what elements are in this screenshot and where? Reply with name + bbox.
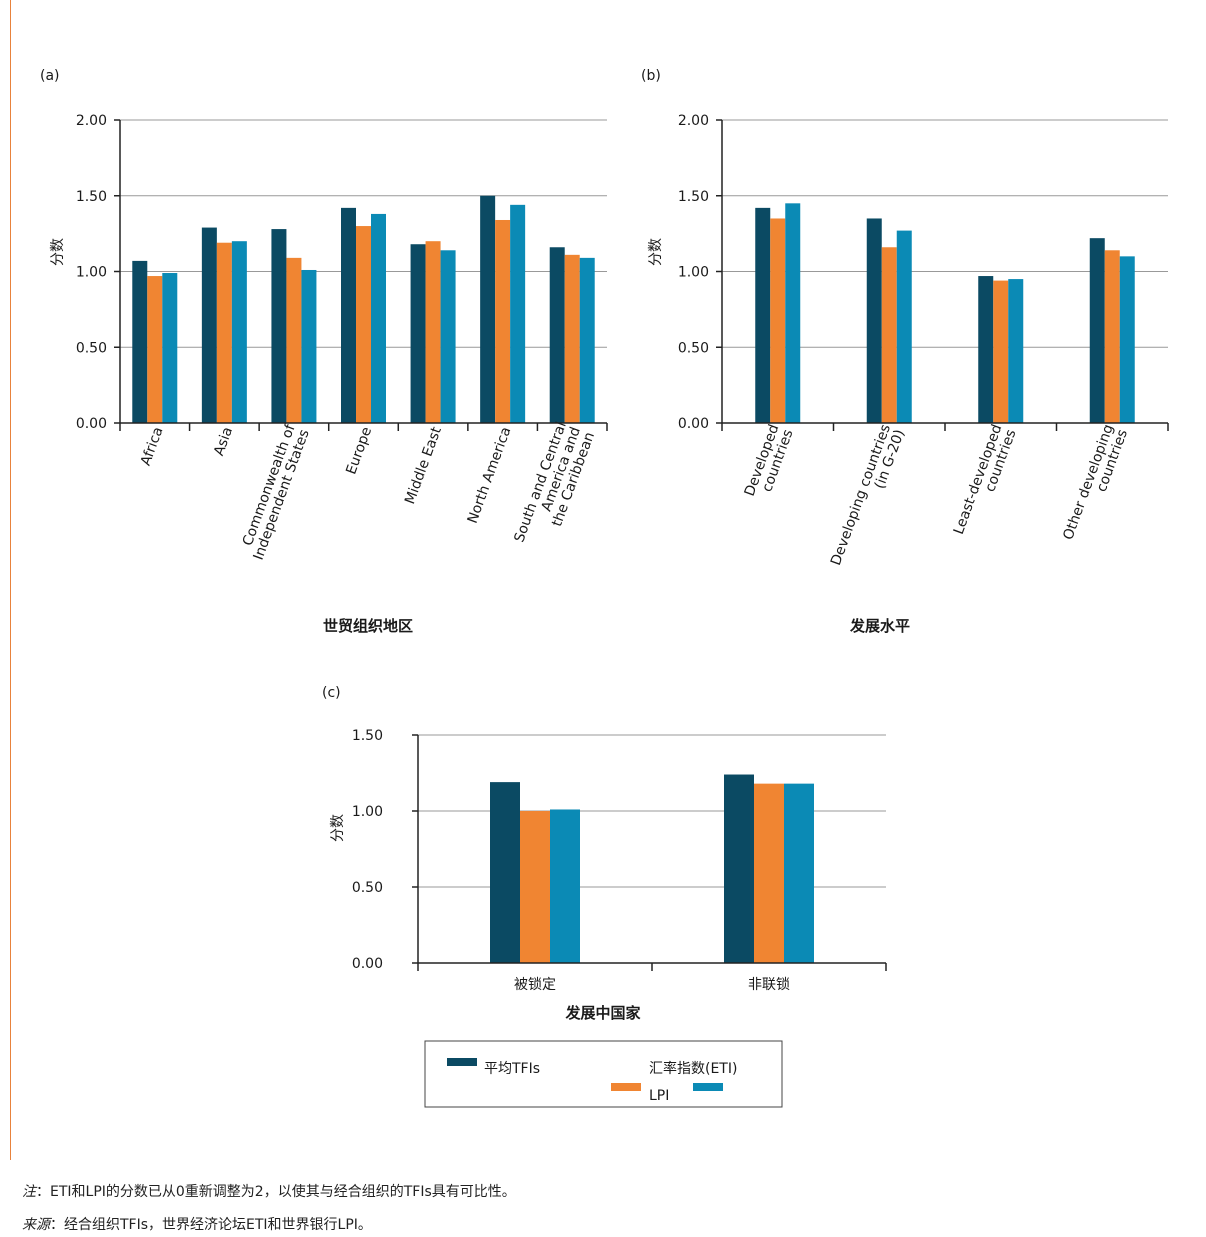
chart-panel-1: (a) 0.00 0.50 1.00 1.50 2.00 分数 Africa Asia Commo…	[40, 68, 608, 635]
bar-lpi	[579, 257, 595, 423]
legend: 平均TFIs 汇率指数(ETI) LPI	[424, 1040, 783, 1108]
bar-eti	[1104, 250, 1120, 423]
bar-tfi	[480, 195, 496, 423]
bar-lpi	[440, 250, 456, 423]
bar-tfi	[341, 207, 356, 423]
y-tick-label: 0.50	[678, 340, 709, 356]
x-tick-label: Developing countries(in G-20)	[828, 422, 908, 572]
bar-eti	[495, 219, 511, 423]
bar-eti	[754, 783, 784, 963]
bar-tfi	[866, 218, 882, 423]
y-axis-label: 分数	[648, 238, 664, 266]
bar-lpi	[550, 809, 580, 963]
bar-eti	[147, 276, 163, 423]
bar-lpi	[510, 204, 526, 423]
x-tick-label: Other developingcountries	[1060, 422, 1131, 547]
y-tick-label: 0.50	[352, 880, 383, 896]
x-tick-label: North America	[465, 425, 515, 526]
bar-eti	[520, 811, 550, 963]
x-tick-label: 非联锁	[748, 977, 790, 993]
bar-lpi	[896, 230, 912, 423]
bar-lpi	[231, 241, 247, 423]
bar-tfi	[410, 244, 426, 423]
source-prefix: 来源	[22, 1217, 50, 1233]
x-tick-label: Europe	[343, 425, 375, 477]
bar-tfi	[724, 774, 754, 963]
y-tick-label: 0.00	[352, 956, 383, 972]
legend-swatch-eti	[611, 1083, 641, 1091]
bar-lpi	[301, 269, 317, 423]
bar-tfi	[490, 782, 520, 963]
y-tick-label: 2.00	[76, 113, 107, 129]
bar-lpi	[371, 213, 386, 423]
bar-tfi	[978, 276, 994, 423]
x-axis-title: 发展中国家	[564, 1004, 640, 1022]
bar-eti	[216, 242, 232, 423]
x-axis-title: 发展水平	[849, 617, 910, 635]
bar-lpi	[784, 783, 814, 963]
y-tick-label: 2.00	[678, 113, 709, 129]
y-tick-label: 0.00	[76, 416, 107, 432]
bar-tfi	[549, 247, 565, 423]
x-tick-label: South and CentralAmerica andthe Caribbea…	[511, 420, 598, 555]
y-tick-label: 1.50	[76, 189, 107, 205]
legend-swatch-tfi	[447, 1058, 477, 1066]
legend-label-lpi: LPI	[649, 1088, 669, 1104]
legend-label-eti: 汇率指数(ETI)	[649, 1060, 737, 1077]
y-tick-label: 0.00	[678, 416, 709, 432]
panel-label: (c)	[322, 685, 341, 701]
y-tick-label: 1.50	[352, 728, 383, 744]
note-line: 注：ETI和LPI的分数已从0重新调整为2，以使其与经合组织的TFIs具有可比性…	[22, 1181, 516, 1201]
bar-tfi	[755, 207, 771, 423]
source-text: ：经合组织TFIs，世界经济论坛ETI和世界银行LPI。	[50, 1217, 372, 1233]
source-line: 来源：经合组织TFIs，世界经济论坛ETI和世界银行LPI。	[22, 1214, 372, 1234]
bar-tfi	[132, 260, 148, 423]
y-tick-label: 1.00	[352, 804, 383, 820]
bar-tfi	[1089, 238, 1105, 423]
x-axis-title: 世贸组织地区	[323, 617, 413, 635]
y-tick-label: 1.50	[678, 189, 709, 205]
bar-lpi	[162, 273, 178, 423]
y-axis-label: 分数	[50, 238, 66, 266]
note-prefix: 注	[22, 1184, 36, 1200]
bar-eti	[770, 218, 786, 423]
x-tick-label: Middle East	[402, 424, 445, 506]
x-tick-label: 被锁定	[514, 977, 556, 993]
x-tick-label: Commonwealth ofIndependent States	[237, 421, 314, 562]
x-tick-label: Least-developedcountries	[951, 422, 1020, 541]
bar-lpi	[1119, 256, 1135, 423]
y-tick-label: 1.00	[678, 265, 709, 281]
bar-lpi	[1008, 279, 1024, 423]
bar-eti	[881, 247, 897, 423]
panel-label: (b)	[641, 68, 661, 84]
bar-eti	[425, 241, 441, 423]
left-margin-rule	[10, 0, 11, 1160]
legend-label-tfi: 平均TFIs	[484, 1061, 540, 1077]
legend-swatch-lpi	[693, 1083, 723, 1091]
x-tick-label: Asia	[211, 425, 236, 458]
bar-eti	[356, 226, 371, 423]
bar-eti	[564, 254, 580, 423]
bar-eti	[993, 280, 1009, 423]
note-text: ：ETI和LPI的分数已从0重新调整为2，以使其与经合组织的TFIs具有可比性。	[36, 1184, 516, 1200]
bar-tfi	[201, 227, 217, 423]
chart-panel-2: (b) 0.00 0.50 1.00 1.50 2.00 分数 Developedcountr…	[641, 68, 1169, 635]
bar-eti	[286, 257, 302, 423]
x-tick-label: Developedcountries	[742, 422, 797, 503]
y-tick-label: 0.50	[76, 340, 107, 356]
y-tick-label: 1.00	[76, 265, 107, 281]
bar-lpi	[785, 203, 801, 423]
y-axis-label: 分数	[330, 814, 346, 842]
panel-label: (a)	[40, 68, 60, 84]
bar-tfi	[271, 229, 287, 423]
x-tick-label: Africa	[138, 425, 167, 468]
legend-box	[424, 1040, 783, 1108]
